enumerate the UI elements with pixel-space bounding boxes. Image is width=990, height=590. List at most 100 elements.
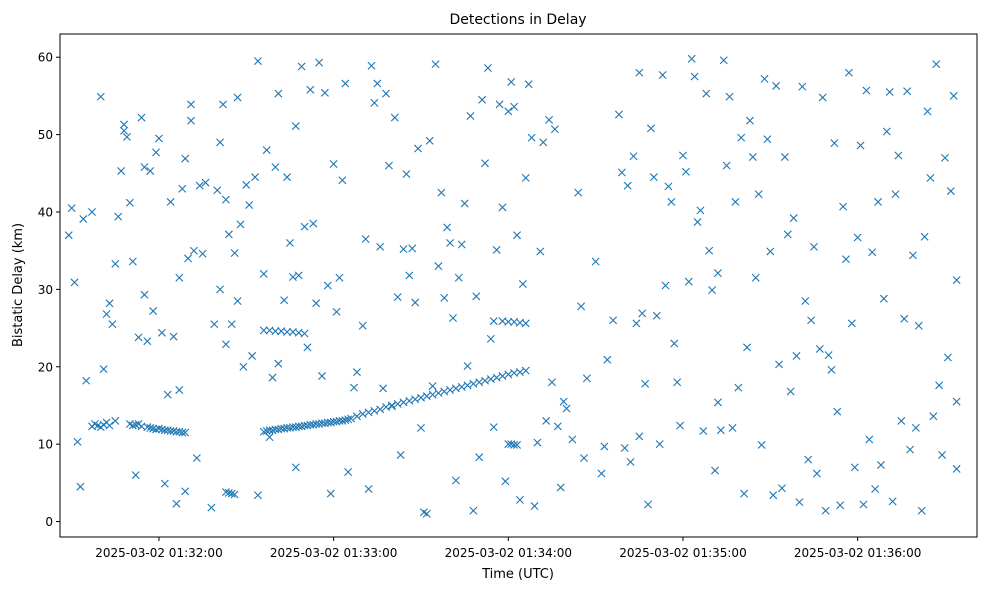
data-point bbox=[449, 314, 457, 322]
data-point bbox=[518, 279, 527, 288]
data-point bbox=[847, 319, 856, 328]
data-point bbox=[248, 351, 257, 360]
data-point bbox=[387, 402, 396, 411]
data-point bbox=[364, 485, 373, 494]
data-point bbox=[702, 89, 711, 98]
data-point bbox=[614, 110, 623, 119]
data-point bbox=[187, 116, 195, 125]
data-point bbox=[96, 92, 105, 101]
data-point bbox=[469, 506, 478, 515]
data-point bbox=[644, 500, 653, 509]
data-point bbox=[926, 173, 935, 182]
data-point bbox=[358, 409, 367, 418]
data-point bbox=[169, 332, 178, 341]
data-point bbox=[178, 184, 187, 193]
data-point bbox=[350, 383, 359, 392]
data-point bbox=[876, 461, 885, 470]
data-point bbox=[708, 286, 717, 295]
data-point bbox=[195, 181, 204, 190]
data-point bbox=[329, 160, 338, 168]
data-point bbox=[556, 483, 565, 492]
data-point bbox=[239, 362, 248, 371]
data-point bbox=[434, 262, 443, 271]
data-point bbox=[437, 188, 446, 197]
data-point bbox=[728, 423, 737, 432]
data-point bbox=[463, 361, 472, 370]
data-point bbox=[568, 435, 577, 444]
data-point bbox=[853, 233, 862, 242]
data-point bbox=[641, 379, 650, 388]
data-point bbox=[903, 87, 912, 96]
data-point bbox=[632, 319, 641, 328]
data-point bbox=[117, 166, 126, 175]
data-point bbox=[309, 219, 318, 228]
data-point bbox=[539, 138, 548, 147]
y-tick-label: 10 bbox=[38, 438, 53, 452]
data-point bbox=[326, 489, 335, 498]
data-point bbox=[807, 316, 816, 325]
data-point bbox=[629, 152, 638, 161]
data-point bbox=[676, 421, 685, 430]
data-point bbox=[379, 384, 388, 393]
data-point bbox=[416, 423, 425, 432]
data-point bbox=[425, 136, 434, 145]
data-point bbox=[122, 132, 131, 141]
y-tick-label: 50 bbox=[38, 128, 53, 142]
data-point bbox=[332, 307, 341, 316]
data-point bbox=[751, 273, 760, 282]
data-point bbox=[358, 321, 367, 330]
data-point bbox=[795, 498, 804, 507]
data-point bbox=[402, 170, 411, 179]
data-point bbox=[221, 488, 230, 497]
data-point bbox=[105, 299, 114, 308]
data-point bbox=[344, 415, 353, 424]
data-point bbox=[603, 355, 612, 364]
data-point bbox=[233, 93, 242, 102]
data-point bbox=[929, 412, 938, 421]
data-point bbox=[580, 454, 588, 463]
data-point bbox=[830, 139, 839, 148]
data-point bbox=[446, 385, 455, 394]
data-point bbox=[486, 375, 495, 384]
data-point bbox=[600, 442, 609, 451]
data-point bbox=[67, 204, 76, 213]
data-point bbox=[734, 383, 743, 392]
data-point bbox=[157, 328, 166, 337]
data-point bbox=[422, 392, 431, 401]
data-point bbox=[949, 91, 958, 100]
data-point bbox=[489, 317, 498, 326]
data-point bbox=[617, 168, 626, 177]
data-point bbox=[620, 444, 629, 452]
data-point bbox=[879, 294, 888, 303]
data-point bbox=[268, 373, 277, 382]
y-tick-label: 0 bbox=[45, 515, 53, 529]
data-point bbox=[175, 385, 184, 394]
data-point bbox=[390, 113, 399, 122]
data-point bbox=[291, 122, 300, 131]
data-point bbox=[699, 426, 708, 435]
data-point bbox=[227, 489, 236, 498]
data-point bbox=[114, 212, 123, 221]
data-point bbox=[411, 298, 420, 307]
y-tick-label: 20 bbox=[38, 360, 53, 374]
data-point bbox=[521, 366, 530, 375]
data-point bbox=[690, 72, 699, 81]
data-point bbox=[696, 206, 705, 215]
data-point bbox=[384, 161, 393, 170]
data-point bbox=[859, 500, 868, 509]
data-point bbox=[527, 133, 536, 142]
data-point bbox=[466, 112, 475, 121]
data-point bbox=[673, 378, 682, 387]
data-point bbox=[885, 88, 894, 97]
data-point bbox=[428, 390, 437, 399]
data-point bbox=[213, 186, 222, 195]
data-point bbox=[678, 151, 687, 160]
data-point bbox=[143, 337, 152, 346]
data-point bbox=[486, 334, 495, 343]
data-point bbox=[227, 320, 236, 329]
data-point bbox=[99, 365, 108, 374]
data-point bbox=[786, 387, 795, 396]
data-point bbox=[911, 423, 920, 432]
data-point bbox=[306, 85, 315, 94]
